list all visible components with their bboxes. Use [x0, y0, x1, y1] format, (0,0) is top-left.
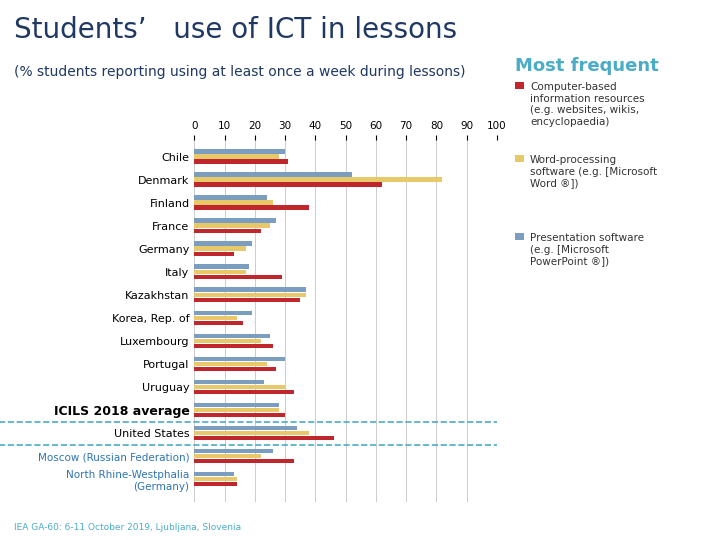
Bar [194, 154, 279, 159]
Bar [194, 177, 442, 182]
Bar [194, 426, 297, 430]
Bar [194, 200, 273, 205]
Bar [194, 298, 300, 302]
Bar [194, 195, 267, 200]
Bar [194, 431, 310, 435]
Bar [194, 246, 246, 251]
Bar [194, 275, 282, 279]
Bar [194, 403, 279, 407]
Text: Most frequent: Most frequent [515, 57, 659, 75]
Bar [194, 310, 252, 315]
Bar [194, 408, 279, 412]
Bar [194, 344, 273, 348]
Bar [194, 287, 306, 292]
Text: IEA GA-60: 6-11 October 2019, Ljubljana, Slovenia: IEA GA-60: 6-11 October 2019, Ljubljana,… [14, 523, 241, 532]
Bar [194, 362, 267, 366]
Bar [194, 241, 252, 246]
Text: Word-processing
software (e.g. [Microsoft
Word ®]): Word-processing software (e.g. [Microsof… [530, 155, 657, 188]
Bar [194, 293, 306, 297]
Bar [194, 224, 270, 228]
Bar [194, 252, 234, 256]
Bar [194, 265, 249, 269]
Bar [194, 436, 333, 440]
Bar [194, 380, 264, 384]
Bar [194, 356, 285, 361]
Bar [194, 477, 237, 481]
Text: (% students reporting using at least once a week during lessons): (% students reporting using at least onc… [14, 65, 466, 79]
Text: Presentation software
(e.g. [Microsoft
PowerPoint ®]): Presentation software (e.g. [Microsoft P… [530, 233, 644, 266]
Bar [194, 339, 261, 343]
Bar [194, 449, 273, 453]
Bar [194, 228, 261, 233]
Bar [194, 390, 294, 394]
Bar [194, 205, 310, 210]
Text: Computer-based
information resources
(e.g. websites, wikis,
encyclopaedia): Computer-based information resources (e.… [530, 82, 644, 127]
Bar [194, 321, 243, 325]
Bar [194, 454, 261, 458]
Bar [194, 459, 294, 463]
Bar [194, 159, 288, 164]
Bar [194, 269, 246, 274]
Bar [194, 384, 285, 389]
Bar [194, 482, 237, 487]
Bar [194, 367, 276, 371]
Bar [194, 172, 351, 177]
Bar [194, 218, 276, 223]
Text: Students’   use of ICT in lessons: Students’ use of ICT in lessons [14, 16, 457, 44]
Bar [194, 413, 285, 417]
Bar [194, 149, 285, 154]
Bar [194, 183, 382, 187]
Bar [194, 315, 237, 320]
Bar [194, 472, 234, 476]
Bar [194, 334, 270, 338]
